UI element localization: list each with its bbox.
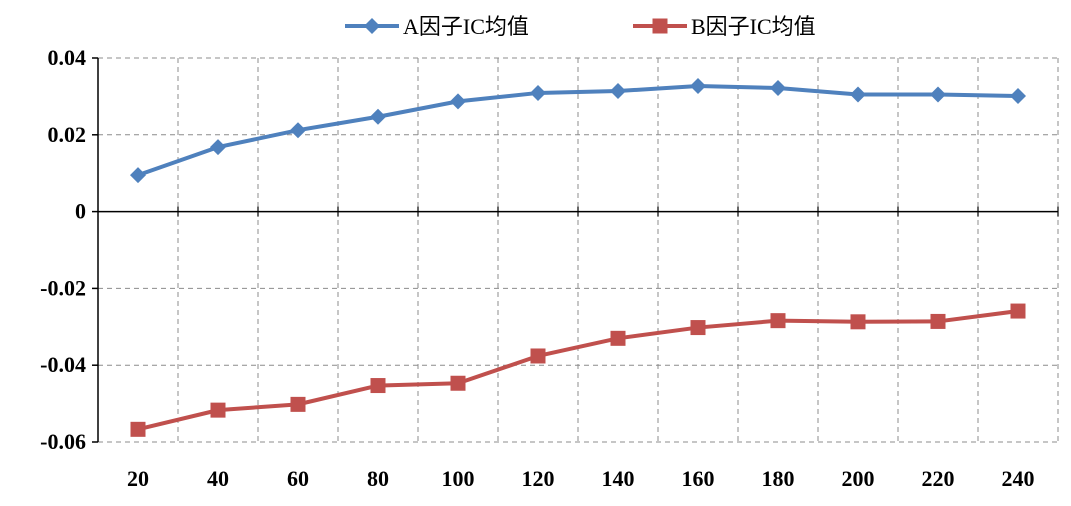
data-point	[770, 313, 786, 329]
data-point	[930, 86, 946, 103]
x-tick-label: 100	[442, 466, 475, 491]
legend-label: A因子IC均值	[403, 14, 529, 39]
legend-item-a: A因子IC均值	[345, 14, 529, 39]
series-layer	[130, 78, 1026, 437]
data-point	[210, 402, 226, 418]
data-point	[290, 396, 306, 412]
data-point	[530, 84, 546, 101]
x-tick-label: 160	[682, 466, 715, 491]
x-tick-label: 220	[922, 466, 955, 491]
grid-layer	[98, 57, 1059, 443]
x-tick-label: 60	[287, 466, 309, 491]
data-point	[450, 375, 466, 391]
x-tick-label: 120	[522, 466, 555, 491]
x-tick-label: 80	[367, 466, 389, 491]
data-point	[370, 378, 386, 394]
data-point	[530, 348, 546, 364]
series-line	[136, 84, 1020, 178]
data-point	[850, 86, 866, 103]
y-tick-label: 0	[75, 199, 86, 224]
y-tick-label: 0.04	[48, 45, 87, 70]
x-tick-label: 140	[602, 466, 635, 491]
x-tick-label: 40	[207, 466, 229, 491]
data-point	[130, 167, 146, 184]
legend-item-b: B因子IC均值	[633, 14, 816, 39]
legend-marker	[364, 18, 380, 34]
data-point	[930, 313, 946, 329]
data-point	[690, 320, 706, 336]
data-point	[610, 83, 626, 100]
data-point	[290, 122, 306, 139]
data-point	[1010, 303, 1026, 319]
x-tick-label: 240	[1002, 466, 1035, 491]
legend-label: B因子IC均值	[691, 14, 816, 39]
data-point	[370, 108, 386, 125]
legend-marker	[652, 18, 668, 34]
y-tick-label: -0.02	[40, 275, 86, 300]
y-tick-label: 0.02	[48, 122, 87, 147]
legend: A因子IC均值 B因子IC均值	[345, 14, 816, 39]
data-point	[610, 330, 626, 346]
data-point	[130, 421, 146, 437]
x-tick-label: 20	[127, 466, 149, 491]
data-point	[770, 79, 786, 96]
data-point	[850, 314, 866, 330]
x-tick-label: 200	[842, 466, 875, 491]
series-a	[130, 78, 1026, 184]
x-tick-label: 180	[762, 466, 795, 491]
series-line	[136, 309, 1020, 432]
data-point	[1010, 88, 1026, 105]
y-tick-label: -0.06	[40, 429, 86, 454]
data-point	[450, 93, 466, 110]
data-point	[690, 78, 706, 95]
axis-layer: 0.04 0.02 0 -0.02 -0.04 -0.06 20 40 60 80 100 120 14…	[40, 45, 1059, 491]
data-point	[210, 139, 226, 156]
series-b	[130, 303, 1026, 437]
y-tick-label: -0.04	[40, 352, 86, 377]
